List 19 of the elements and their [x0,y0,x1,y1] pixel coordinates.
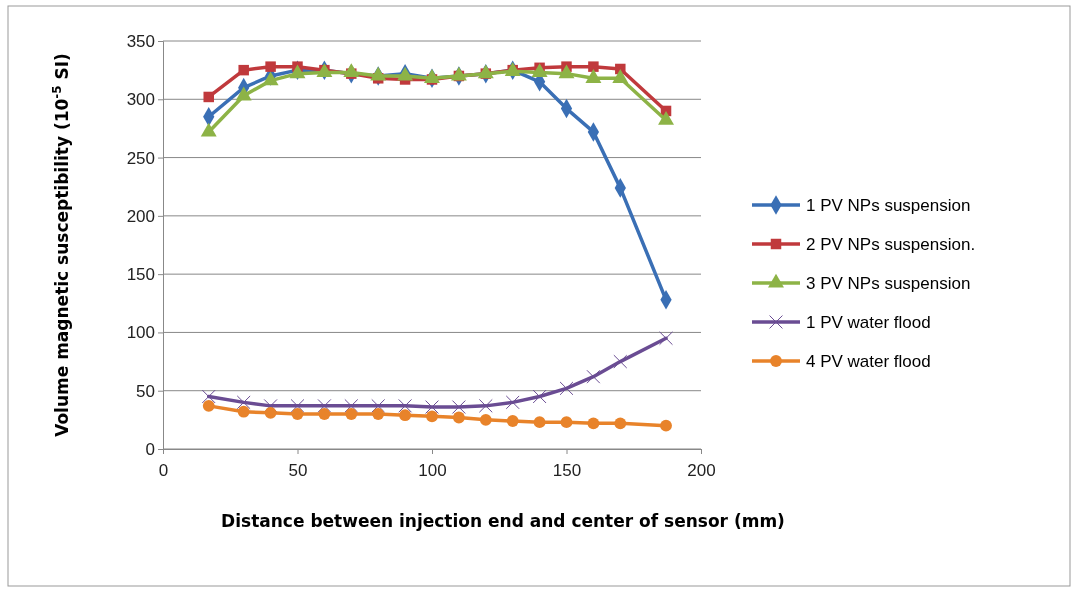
y-tick-label: 0 [145,439,155,459]
y-tick-label: 100 [126,323,155,343]
legend-label: 4 PV water flood [806,352,931,371]
y-tick-label: 200 [126,206,155,226]
legend-label: 2 PV NPs suspension. [806,235,976,254]
y-tick-label: 250 [126,148,155,168]
legend-label: 3 PV NPs suspension [806,274,971,293]
y-tick-label: 350 [126,31,155,51]
legend-label: 1 PV NPs suspension [806,196,971,215]
legend-label: 1 PV water flood [806,313,931,332]
y-tick-label: 150 [126,265,155,285]
x-axis-title: Distance between injection end and center of sensor (mm) [221,511,785,531]
x-tick-label: 50 [288,460,308,480]
x-tick-label: 150 [552,460,582,480]
x-tick-label: 0 [158,460,169,480]
x-tick-label: 100 [418,460,447,480]
y-tick-label: 50 [136,381,155,401]
x-tick-label: 200 [687,460,716,480]
y-tick-label: 300 [126,90,155,110]
